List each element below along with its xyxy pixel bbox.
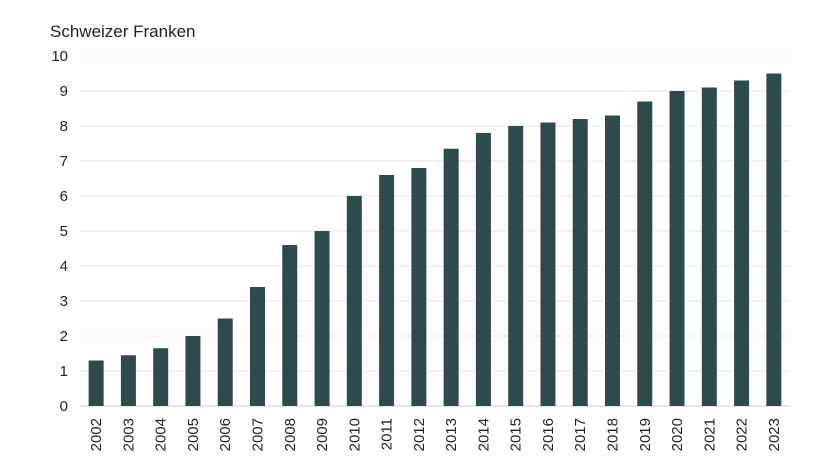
x-tick-label: 2007 xyxy=(250,418,267,451)
x-tick-label: 2013 xyxy=(443,418,460,451)
x-tick-label: 2020 xyxy=(669,418,686,451)
bar-2008 xyxy=(282,245,298,406)
x-tick-label: 2016 xyxy=(540,418,557,451)
y-tick-label: 9 xyxy=(60,83,68,100)
x-tick-label: 2014 xyxy=(475,418,492,451)
y-tick-label: 7 xyxy=(60,153,68,170)
bar-2021 xyxy=(701,87,717,406)
x-tick-label: 2012 xyxy=(411,418,428,451)
bar-2023 xyxy=(766,73,782,406)
bar-2020 xyxy=(669,91,685,406)
bar-2014 xyxy=(475,133,491,406)
bar-2015 xyxy=(508,126,524,406)
bar-2022 xyxy=(734,80,750,406)
x-tick-label: 2005 xyxy=(185,418,202,451)
x-tick-label: 2015 xyxy=(508,418,525,451)
x-tick-label: 2022 xyxy=(734,418,751,451)
bar-2011 xyxy=(379,175,395,406)
bar-2019 xyxy=(637,101,653,406)
y-tick-label: 2 xyxy=(60,328,68,345)
bar-2012 xyxy=(411,168,427,406)
x-tick-label: 2008 xyxy=(282,418,299,451)
y-tick-label: 8 xyxy=(60,118,68,135)
y-tick-label: 0 xyxy=(60,398,68,415)
x-tick-label: 2017 xyxy=(572,418,589,451)
x-tick-label: 2004 xyxy=(153,418,170,451)
x-tick-label: 2018 xyxy=(605,418,622,451)
x-tick-label: 2009 xyxy=(314,418,331,451)
bar-2009 xyxy=(314,231,330,406)
bar-2005 xyxy=(185,336,201,406)
bar-2003 xyxy=(120,355,136,406)
y-axis-ticks: 0 1 2 3 4 5 6 7 8 9 10 xyxy=(51,48,68,415)
y-tick-label: 1 xyxy=(60,363,68,380)
x-tick-label: 2002 xyxy=(88,418,105,451)
bar-2018 xyxy=(605,115,620,406)
y-tick-label: 10 xyxy=(51,48,68,65)
x-tick-label: 2021 xyxy=(701,418,718,451)
x-tick-label: 2006 xyxy=(217,418,234,451)
y-tick-label: 4 xyxy=(60,258,68,275)
bar-2004 xyxy=(153,348,169,406)
bar-2006 xyxy=(217,318,233,406)
y-tick-label: 5 xyxy=(60,223,68,240)
bar-2007 xyxy=(250,287,265,406)
x-tick-label: 2019 xyxy=(637,418,654,451)
bars xyxy=(88,73,782,406)
bar-2013 xyxy=(443,148,459,406)
x-tick-label: 2011 xyxy=(379,418,396,450)
x-axis-ticks: 2002 2003 2004 2005 2006 2007 2008 2009 2010 2011… xyxy=(88,418,783,451)
bar-2017 xyxy=(572,119,588,406)
y-axis-label: Schweizer Franken xyxy=(50,22,196,41)
bar-2002 xyxy=(88,360,104,406)
bar-2016 xyxy=(540,122,556,406)
x-tick-label: 2010 xyxy=(346,418,363,451)
x-tick-label: 2023 xyxy=(766,418,783,451)
bar-2010 xyxy=(346,196,362,406)
y-tick-label: 3 xyxy=(60,293,68,310)
x-tick-label: 2003 xyxy=(120,418,137,451)
y-tick-label: 6 xyxy=(60,188,68,205)
